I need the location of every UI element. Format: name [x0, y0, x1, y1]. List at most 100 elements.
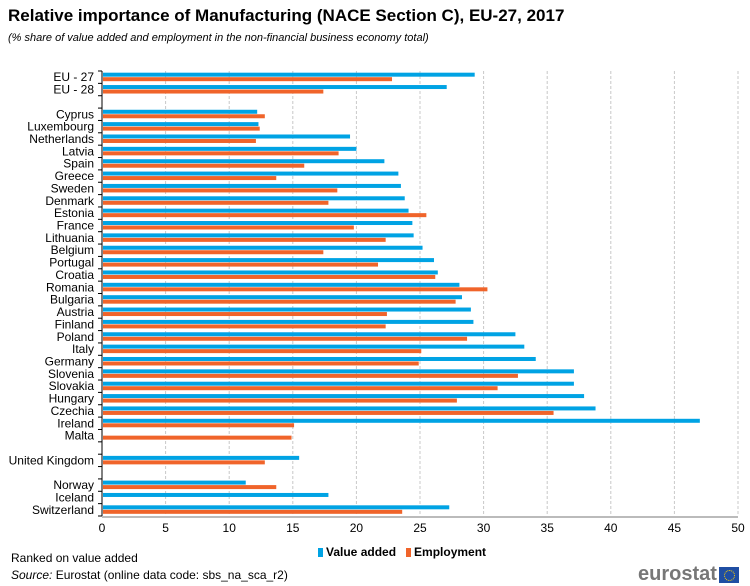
bar-employment	[103, 188, 338, 193]
bar-employment	[103, 138, 256, 143]
bar-value-added	[103, 505, 450, 510]
bar-value-added	[103, 332, 516, 337]
y-tick-label: Denmark	[45, 194, 95, 208]
bar-value-added	[103, 134, 351, 139]
bar-employment	[103, 336, 468, 341]
x-tick-label: 50	[731, 521, 745, 535]
legend-label: Employment	[414, 545, 487, 559]
x-tick-label: 0	[99, 521, 106, 535]
bar-employment	[103, 386, 498, 391]
bar-value-added	[103, 295, 462, 300]
y-tick-label: Slovenia	[48, 367, 94, 381]
bar-employment	[103, 200, 329, 205]
bar-employment	[103, 398, 457, 403]
bar-employment	[103, 509, 403, 514]
bar-employment	[103, 151, 339, 156]
legend-swatch	[318, 548, 323, 557]
y-tick-label: Slovakia	[49, 379, 95, 393]
bar-value-added	[103, 109, 258, 114]
bar-value-added	[103, 221, 413, 226]
bar-value-added	[103, 369, 574, 374]
x-tick-label: 10	[223, 521, 237, 535]
y-tick-label: Germany	[45, 354, 94, 368]
legend-item-value-added: Value added	[318, 545, 396, 559]
x-tick-label: 15	[286, 521, 300, 535]
bar-employment	[103, 324, 386, 329]
x-tick-label: 25	[413, 521, 427, 535]
bar-value-added	[103, 196, 405, 201]
y-tick-label: United Kingdom	[9, 453, 94, 467]
x-tick-label: 40	[604, 521, 618, 535]
bar-value-added	[103, 344, 525, 349]
source-text: Eurostat (online data code: sbs_na_sca_r…	[52, 568, 288, 582]
bar-employment	[103, 349, 422, 354]
bar-employment	[103, 126, 260, 131]
x-tick-label: 5	[162, 521, 169, 535]
source-note: Source: Eurostat (online data code: sbs_…	[11, 568, 288, 582]
bar-employment	[103, 274, 436, 279]
bar-employment	[103, 225, 354, 230]
y-tick-label: Ireland	[57, 416, 94, 430]
bar-value-added	[103, 258, 434, 263]
bar-value-added	[103, 159, 385, 164]
bar-employment	[103, 176, 277, 181]
bar-employment	[103, 213, 427, 218]
bar-employment	[103, 77, 393, 82]
chart-subtitle: (% share of value added and employment i…	[8, 32, 429, 44]
bar-value-added	[103, 480, 246, 485]
x-tick-label: 30	[477, 521, 491, 535]
bar-employment	[103, 250, 324, 255]
bar-employment	[103, 435, 292, 440]
y-tick-label: Malta	[65, 429, 95, 443]
bar-employment	[103, 361, 419, 366]
y-tick-label: Romania	[46, 280, 94, 294]
y-tick-label: Hungary	[49, 392, 94, 406]
x-tick-label: 45	[668, 521, 682, 535]
y-tick-label: Austria	[57, 305, 95, 319]
y-tick-label: Finland	[55, 317, 94, 331]
x-tick-label: 20	[350, 521, 364, 535]
y-tick-label: Italy	[72, 342, 94, 356]
y-tick-label: Sweden	[51, 181, 94, 195]
y-tick-label: Greece	[55, 169, 95, 183]
legend-swatch	[406, 548, 412, 557]
bar-value-added	[103, 418, 700, 423]
bar-employment	[103, 299, 456, 304]
y-tick-label: Switzerland	[32, 503, 94, 517]
legend-label: Value added	[326, 545, 397, 559]
bar-employment	[103, 485, 277, 490]
y-tick-label: Spain	[63, 157, 94, 171]
bar-employment	[103, 114, 265, 119]
y-tick-label: Latvia	[62, 144, 94, 158]
y-tick-label: France	[57, 219, 95, 233]
bar-value-added	[103, 282, 460, 287]
y-tick-label: Portugal	[49, 256, 94, 270]
bar-value-added	[103, 146, 357, 151]
y-tick-label: EU - 27	[53, 70, 94, 84]
source-label: Source:	[11, 568, 53, 582]
bar-employment	[103, 373, 518, 378]
bar-value-added	[103, 85, 447, 90]
bar-value-added	[103, 307, 471, 312]
bar-value-added	[103, 319, 474, 324]
legend: Value added Employment	[318, 545, 486, 559]
y-tick-label: Norway	[53, 478, 94, 492]
bar-employment	[103, 237, 386, 242]
y-tick-label: Poland	[57, 330, 94, 344]
y-tick-label: Belgium	[51, 243, 94, 257]
bar-employment	[103, 312, 387, 317]
bar-employment	[103, 410, 554, 415]
bar-value-added	[103, 233, 414, 238]
bar-employment	[103, 460, 265, 465]
y-tick-label: Cyprus	[56, 107, 94, 121]
y-tick-label: Estonia	[54, 206, 94, 220]
ranking-note: Ranked on value added	[11, 551, 138, 565]
bar-employment	[103, 287, 488, 292]
bar-value-added	[103, 208, 409, 213]
chart-title: Relative importance of Manufacturing (NA…	[8, 6, 565, 25]
y-tick-label: Croatia	[55, 268, 94, 282]
y-tick-label: Luxembourg	[27, 120, 94, 134]
y-tick-label: Bulgaria	[50, 293, 94, 307]
eurostat-logo: eurostat	[638, 563, 739, 586]
